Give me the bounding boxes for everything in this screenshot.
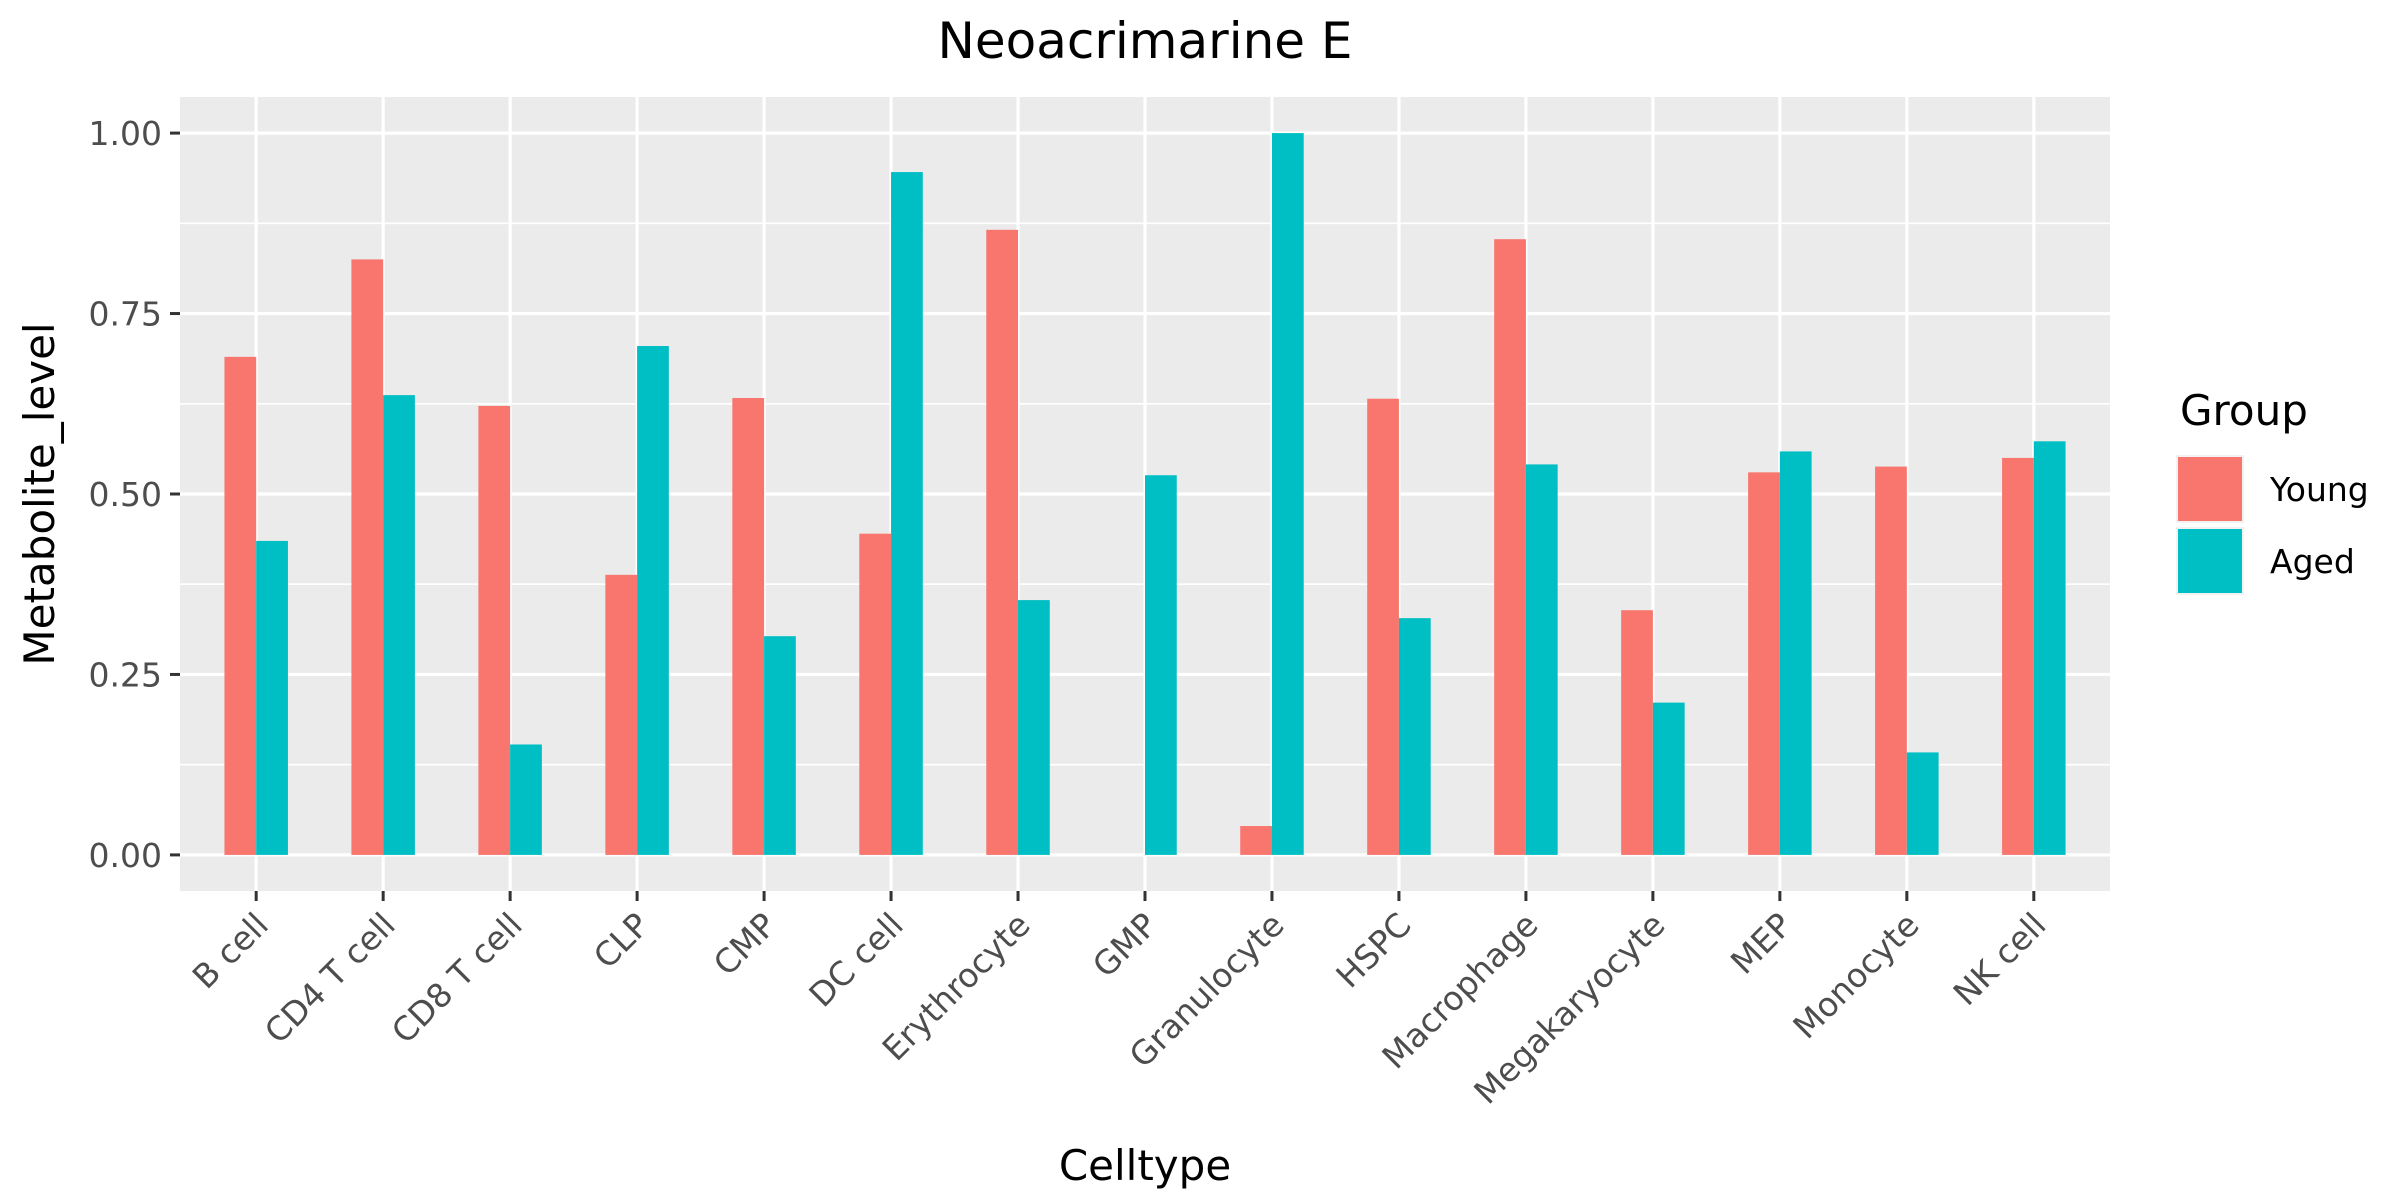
x-tick-label: NK cell bbox=[1946, 905, 2054, 1013]
y-axis: 0.00 0.25 0.50 0.75 1.00 bbox=[89, 114, 180, 875]
x-tick-label: Monocyte bbox=[1785, 905, 1926, 1046]
bar-aged-granulocyte bbox=[1271, 133, 1304, 855]
legend-label-young: Young bbox=[2269, 470, 2369, 509]
bar-aged-gmp bbox=[1145, 475, 1177, 855]
bar-aged-dc-cell bbox=[891, 172, 923, 855]
y-tick-label: 1.00 bbox=[89, 114, 162, 153]
x-tick-label: DC cell bbox=[801, 905, 910, 1014]
x-axis-title: Celltype bbox=[1059, 1141, 1231, 1190]
bar-aged-b-cell bbox=[256, 540, 288, 855]
legend-title: Group bbox=[2180, 386, 2308, 435]
bar-young-macrophage bbox=[1494, 239, 1526, 855]
bars bbox=[224, 133, 2066, 855]
y-tick-label: 0.75 bbox=[89, 295, 162, 334]
x-tick-label: HSPC bbox=[1328, 905, 1418, 995]
legend-label-aged: Aged bbox=[2270, 542, 2355, 581]
bar-young-hspc bbox=[1367, 398, 1399, 855]
bar-young-monocyte bbox=[1875, 466, 1907, 855]
bar-aged-cd8-t-cell bbox=[510, 744, 542, 855]
bar-aged-monocyte bbox=[1906, 752, 1939, 855]
bar-young-nk-cell bbox=[2002, 457, 2034, 855]
bar-aged-clp bbox=[637, 346, 669, 855]
x-tick-label: B cell bbox=[185, 905, 276, 996]
bar-aged-mep bbox=[1779, 451, 1812, 855]
bar-young-cd8-t-cell bbox=[478, 405, 511, 855]
bar-young-erythrocyte bbox=[986, 229, 1019, 855]
x-tick-label: CD4 T cell bbox=[257, 905, 403, 1051]
bar-aged-cmp bbox=[764, 636, 796, 855]
y-tick-label: 0.50 bbox=[89, 475, 162, 514]
x-tick-label: GMP bbox=[1085, 905, 1165, 985]
bar-young-dc-cell bbox=[859, 533, 892, 855]
bar-young-cd4-t-cell bbox=[351, 259, 384, 855]
bar-young-granulocyte bbox=[1240, 826, 1272, 855]
bar-aged-nk-cell bbox=[2033, 441, 2066, 855]
bar-aged-erythrocyte bbox=[1018, 600, 1050, 855]
bar-young-b-cell bbox=[224, 356, 257, 855]
bar-young-clp bbox=[605, 574, 638, 855]
bar-young-mep bbox=[1748, 472, 1780, 855]
bar-aged-hspc bbox=[1398, 618, 1431, 855]
bar-young-cmp bbox=[732, 397, 765, 855]
legend-swatch-young bbox=[2178, 457, 2242, 521]
y-tick-label: 0.00 bbox=[89, 836, 162, 875]
bar-aged-megakaryocyte bbox=[1652, 702, 1685, 855]
y-tick-label: 0.25 bbox=[89, 655, 162, 694]
x-tick-label: CLP bbox=[586, 905, 657, 976]
legend-swatch-aged bbox=[2178, 529, 2242, 593]
x-tick-label: CD8 T cell bbox=[384, 905, 530, 1051]
x-tick-label: MEP bbox=[1723, 905, 1800, 982]
bar-aged-cd4-t-cell bbox=[383, 395, 415, 855]
bar-aged-macrophage bbox=[1525, 464, 1558, 855]
legend: Group Young Aged bbox=[2176, 386, 2369, 595]
y-axis-title: Metabolite_level bbox=[15, 322, 64, 665]
bar-young-megakaryocyte bbox=[1621, 610, 1653, 855]
chart-title: Neoacrimarine E bbox=[937, 12, 1352, 70]
x-tick-label: CMP bbox=[706, 905, 784, 983]
